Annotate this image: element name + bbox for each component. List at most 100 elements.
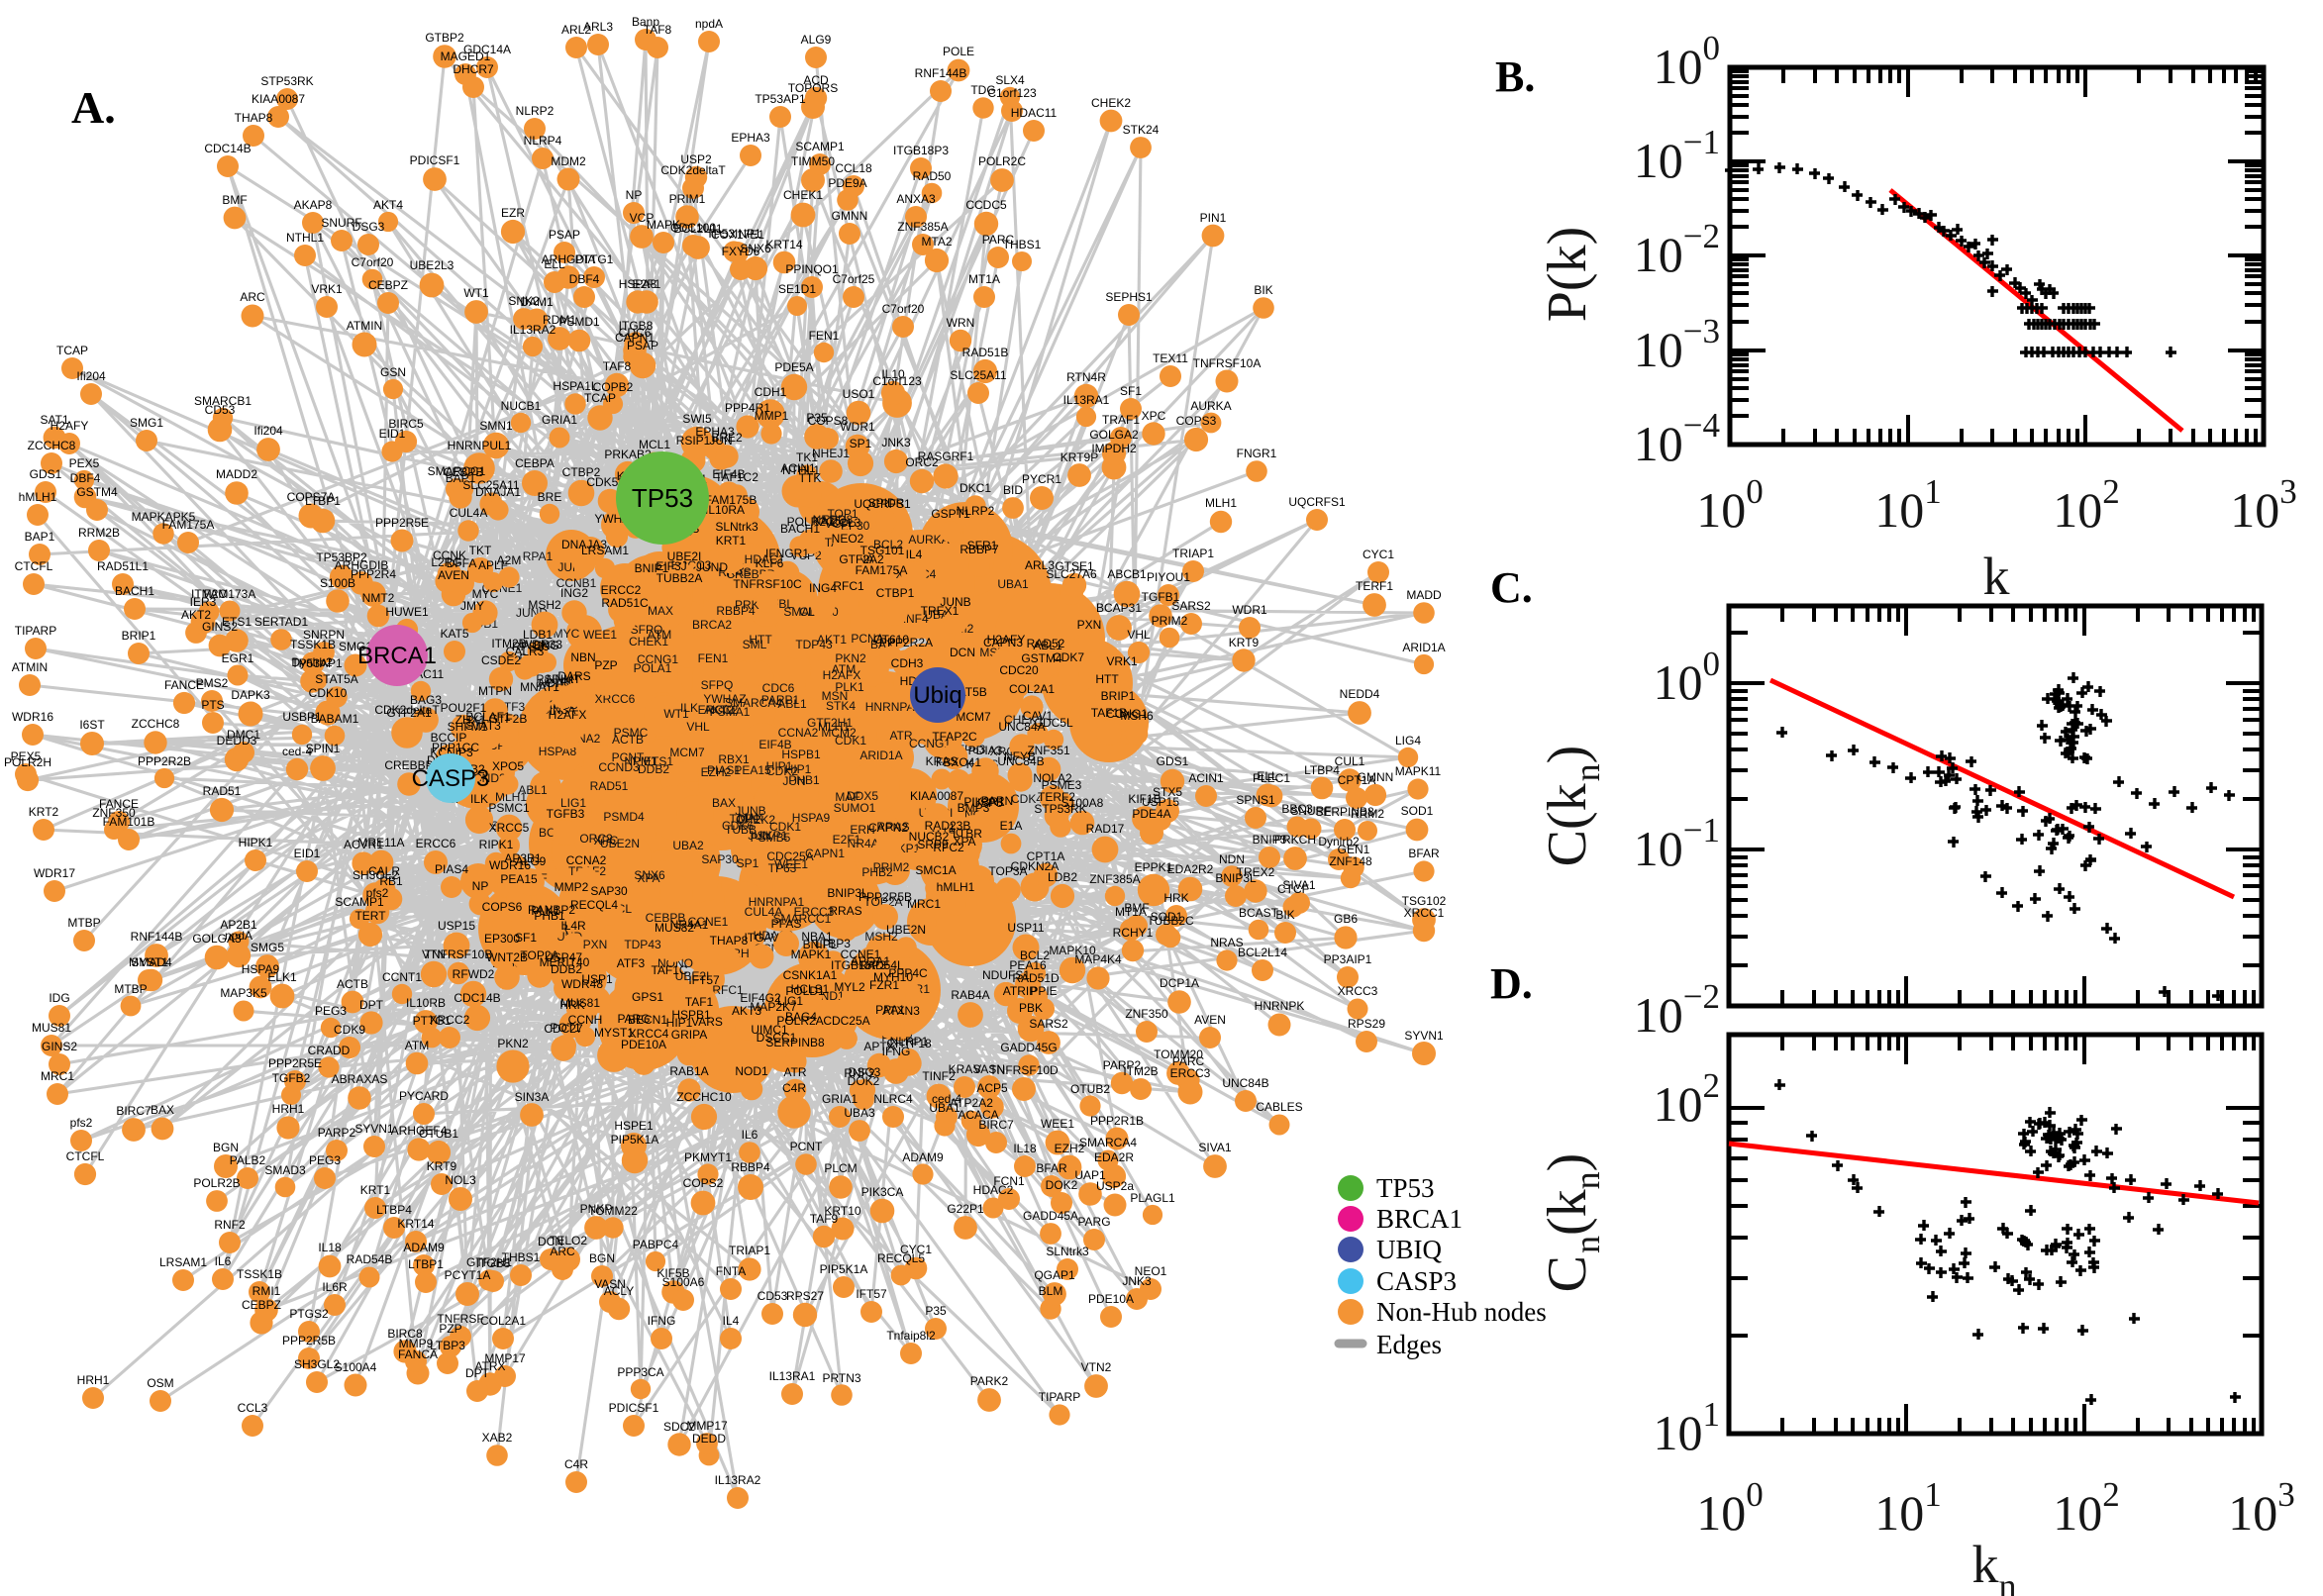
svg-text:BID: BID bbox=[1003, 483, 1023, 497]
svg-text:SIVA1: SIVA1 bbox=[1282, 878, 1315, 892]
svg-text:ZCCHC10: ZCCHC10 bbox=[676, 1090, 732, 1104]
svg-text:ELL: ELL bbox=[1257, 769, 1278, 783]
svg-text:RPS29: RPS29 bbox=[1348, 1017, 1385, 1031]
svg-text:npdA: npdA bbox=[225, 929, 252, 943]
svg-text:DEDD3: DEDD3 bbox=[217, 734, 257, 748]
svg-text:PRKCH: PRKCH bbox=[1274, 833, 1316, 847]
svg-text:POU2F1: POU2F1 bbox=[441, 701, 487, 715]
svg-text:BIK: BIK bbox=[1254, 283, 1272, 297]
svg-text:FNGR1: FNGR1 bbox=[1237, 447, 1277, 460]
svg-text:SPNS1: SPNS1 bbox=[1236, 793, 1275, 807]
svg-text:WDR17: WDR17 bbox=[34, 866, 75, 880]
svg-text:BAX: BAX bbox=[712, 796, 736, 810]
svg-text:ELL: ELL bbox=[544, 257, 565, 271]
svg-text:ARID1A: ARID1A bbox=[1402, 641, 1445, 654]
svg-text:IFNGR1: IFNGR1 bbox=[765, 547, 809, 560]
svg-text:CPT1A: CPT1A bbox=[1027, 849, 1065, 863]
svg-text:CTBP1: CTBP1 bbox=[876, 586, 915, 600]
svg-text:COL2A1: COL2A1 bbox=[1009, 682, 1055, 696]
svg-text:HDAC1: HDAC1 bbox=[745, 552, 785, 566]
svg-text:E1A: E1A bbox=[1000, 819, 1023, 833]
svg-text:UBA2: UBA2 bbox=[672, 839, 704, 852]
svg-text:CSNK1A1: CSNK1A1 bbox=[783, 968, 838, 982]
svg-text:TSG102: TSG102 bbox=[1402, 894, 1447, 908]
svg-text:CAPN2: CAPN2 bbox=[868, 821, 908, 835]
svg-text:ACACA: ACACA bbox=[958, 1108, 998, 1122]
svg-text:Tnfaip8l2: Tnfaip8l2 bbox=[886, 1329, 936, 1343]
svg-text:MAP4K4: MAP4K4 bbox=[1074, 952, 1122, 966]
svg-text:PARG: PARG bbox=[617, 1012, 650, 1026]
svg-text:DMC1: DMC1 bbox=[227, 728, 260, 742]
svg-text:PBK: PBK bbox=[1019, 1001, 1043, 1015]
svg-text:ITGB8: ITGB8 bbox=[476, 1256, 511, 1270]
svg-text:MYC: MYC bbox=[472, 587, 499, 601]
svg-text:L2RG: L2RG bbox=[431, 555, 461, 569]
svg-text:GRIA1: GRIA1 bbox=[542, 413, 577, 427]
svg-text:CABLES: CABLES bbox=[1256, 1100, 1302, 1114]
svg-text:USP15: USP15 bbox=[438, 919, 475, 933]
svg-text:PDE9A: PDE9A bbox=[828, 176, 866, 190]
svg-text:JUND: JUND bbox=[696, 560, 728, 574]
svg-text:SF1: SF1 bbox=[515, 931, 537, 945]
svg-text:PDE10A: PDE10A bbox=[621, 1038, 666, 1051]
svg-text:ACTB: ACTB bbox=[337, 977, 368, 991]
svg-text:KIF1B: KIF1B bbox=[1128, 792, 1161, 806]
svg-text:BCL2: BCL2 bbox=[1020, 948, 1050, 962]
svg-text:CASP3: CASP3 bbox=[412, 765, 490, 792]
svg-text:TEX11: TEX11 bbox=[1153, 351, 1188, 365]
svg-text:TP63: TP63 bbox=[768, 861, 797, 875]
svg-text:NBA1: NBA1 bbox=[801, 930, 833, 944]
svg-text:TRIAP1: TRIAP1 bbox=[1172, 547, 1214, 560]
svg-text:BGN: BGN bbox=[213, 1141, 239, 1154]
svg-text:SML: SML bbox=[743, 638, 767, 651]
svg-text:CHEK2: CHEK2 bbox=[736, 813, 775, 827]
svg-text:PRIM1: PRIM1 bbox=[669, 192, 706, 206]
svg-text:PSMC1: PSMC1 bbox=[488, 801, 530, 815]
svg-text:Banp: Banp bbox=[632, 15, 659, 29]
svg-text:BCCIP: BCCIP bbox=[431, 731, 467, 745]
svg-text:IL6R: IL6R bbox=[322, 1280, 348, 1294]
svg-text:CTCF: CTCF bbox=[1277, 882, 1309, 896]
svg-text:MAPK11: MAPK11 bbox=[1395, 764, 1442, 778]
svg-text:IL6: IL6 bbox=[742, 1128, 758, 1142]
svg-text:TTK: TTK bbox=[799, 471, 822, 485]
svg-text:hMLH1: hMLH1 bbox=[19, 490, 57, 504]
svg-text:CEBPZ: CEBPZ bbox=[368, 278, 408, 292]
svg-text:TCAP: TCAP bbox=[584, 391, 616, 405]
svg-text:CCNH: CCNH bbox=[568, 1013, 603, 1027]
svg-text:COX17E1: COX17E1 bbox=[711, 228, 764, 242]
svg-text:NHEJ1: NHEJ1 bbox=[812, 447, 850, 460]
svg-text:VCP: VCP bbox=[825, 517, 850, 531]
svg-text:PMS2: PMS2 bbox=[196, 676, 229, 690]
svg-text:P(k): P(k) bbox=[1537, 227, 1598, 322]
svg-text:POLA1: POLA1 bbox=[634, 661, 672, 675]
svg-text:SH3GL2: SH3GL2 bbox=[353, 868, 398, 882]
svg-text:PSAP: PSAP bbox=[549, 228, 580, 242]
svg-text:CDC14B: CDC14B bbox=[454, 991, 500, 1005]
svg-text:ZNF385A: ZNF385A bbox=[897, 220, 948, 234]
svg-text:IL13RA2: IL13RA2 bbox=[715, 1473, 761, 1487]
svg-text:BBC3: BBC3 bbox=[1281, 802, 1313, 816]
svg-text:USP1: USP1 bbox=[581, 972, 613, 986]
svg-text:BIRC7: BIRC7 bbox=[978, 1118, 1014, 1132]
svg-text:STP53RK: STP53RK bbox=[1034, 802, 1086, 816]
svg-text:ACTB: ACTB bbox=[612, 733, 644, 747]
svg-text:XRCC4: XRCC4 bbox=[629, 1027, 669, 1041]
svg-text:CSDE2: CSDE2 bbox=[481, 653, 521, 667]
svg-text:TGFB3: TGFB3 bbox=[547, 807, 585, 821]
svg-text:IL18: IL18 bbox=[318, 1241, 342, 1254]
svg-text:NP: NP bbox=[626, 188, 643, 202]
svg-text:EPHA3: EPHA3 bbox=[731, 131, 770, 145]
svg-text:SCAMP1: SCAMP1 bbox=[795, 140, 845, 153]
svg-text:CEBPB: CEBPB bbox=[444, 465, 484, 479]
svg-text:ETS1: ETS1 bbox=[222, 615, 252, 629]
svg-text:DSG3: DSG3 bbox=[849, 1065, 881, 1079]
svg-text:TRIAP1: TRIAP1 bbox=[729, 1244, 770, 1257]
svg-text:PDIA3: PDIA3 bbox=[968, 744, 1003, 757]
svg-text:FXYD6: FXYD6 bbox=[722, 245, 760, 258]
svg-text:ACIN1: ACIN1 bbox=[1188, 771, 1224, 785]
svg-text:AVEN: AVEN bbox=[1194, 1013, 1226, 1027]
svg-text:WDR1: WDR1 bbox=[1232, 603, 1267, 617]
svg-text:IL10RB: IL10RB bbox=[406, 996, 446, 1010]
svg-text:TAF1: TAF1 bbox=[685, 995, 714, 1009]
